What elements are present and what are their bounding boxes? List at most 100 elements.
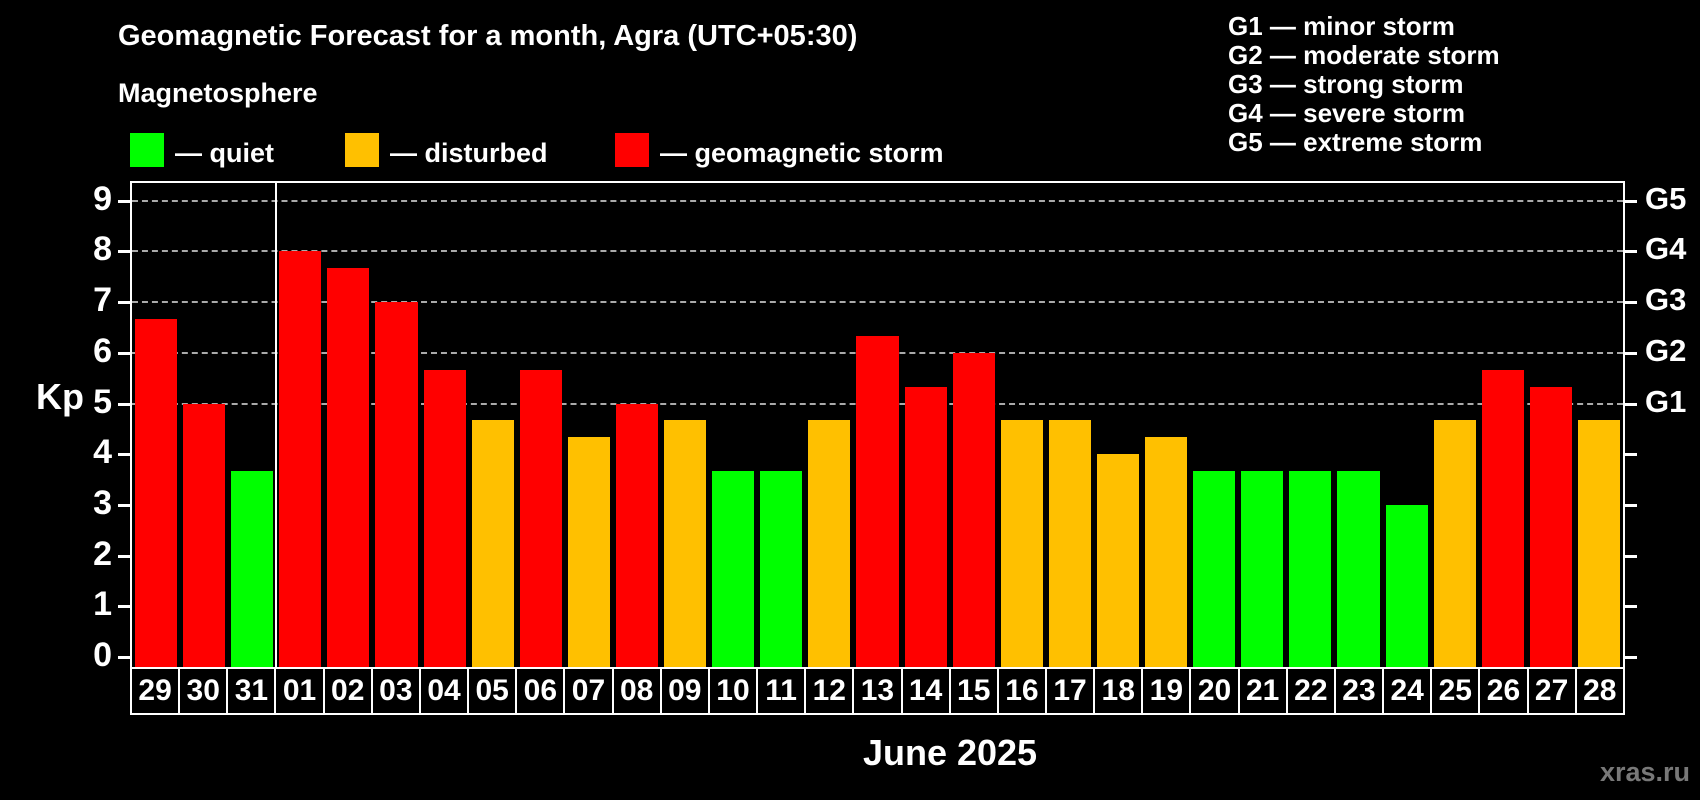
y-axis-right-tick-9 (1625, 199, 1637, 203)
kp-bar-13 (856, 336, 899, 667)
y-axis-left-tick-7 (118, 301, 130, 305)
y-axis-left-label-3: 3 (93, 483, 112, 522)
gridline-kp9 (132, 199, 1623, 202)
date-label-15: 15 (950, 669, 999, 713)
date-label-04: 04 (420, 669, 470, 713)
kp-bar-22 (1289, 470, 1332, 667)
y-axis-left-label-7: 7 (93, 281, 112, 320)
storm-scale-g4: G4 — severe storm (1228, 98, 1466, 128)
kp-bar-18 (1096, 454, 1140, 667)
date-label-27: 27 (1528, 669, 1577, 713)
date-label-09: 09 (661, 669, 710, 713)
date-label-01: 01 (276, 669, 325, 713)
y-axis-left-tick-4 (118, 453, 130, 457)
date-label-03: 03 (372, 669, 421, 713)
y-axis-right-tick-0 (1625, 656, 1637, 659)
watermark-xras: xras.ru (1599, 757, 1690, 787)
page-title: Geomagnetic Forecast for a month, Agra (… (118, 20, 858, 52)
y-axis-right-tick-3 (1625, 503, 1637, 507)
kp-bar-31 (231, 470, 274, 667)
y-axis-right-tick-7 (1625, 301, 1637, 305)
y-axis-title-kp: Kp (36, 376, 84, 417)
date-label-10: 10 (709, 669, 759, 713)
y-axis-left-tick-0 (118, 656, 130, 659)
kp-bar-16 (1000, 420, 1043, 667)
date-label-11: 11 (758, 669, 807, 713)
kp-bar-01 (279, 251, 322, 667)
gridline-kp7 (132, 301, 1623, 304)
date-label-02: 02 (324, 669, 373, 713)
date-label-13: 13 (854, 669, 903, 713)
y-axis-right-label-g4: G4 (1645, 231, 1687, 267)
date-label-22: 22 (1287, 669, 1336, 713)
kp-bar-08 (615, 403, 659, 667)
kp-bar-15 (952, 352, 995, 667)
kp-bar-17 (1048, 420, 1091, 667)
kp-bar-06 (519, 369, 562, 667)
plot-area (130, 181, 1625, 669)
legend-swatch-disturbed (345, 133, 379, 167)
y-axis-left-tick-2 (118, 554, 130, 558)
storm-scale-g2: G2 — moderate storm (1228, 40, 1500, 70)
date-label-16: 16 (998, 669, 1047, 713)
date-label-14: 14 (902, 669, 951, 713)
kp-bar-11 (760, 470, 803, 667)
y-axis-left-tick-5 (118, 402, 130, 406)
storm-scale-g1: G1 — minor storm (1228, 11, 1455, 41)
y-axis-right-label-g5: G5 (1645, 180, 1687, 216)
date-label-31: 31 (228, 669, 277, 713)
legend-label-disturbed: — disturbed (390, 138, 548, 168)
y-axis-left-tick-8 (118, 250, 130, 254)
kp-bar-20 (1193, 470, 1236, 667)
y-axis-right-label-g1: G1 (1645, 383, 1687, 419)
kp-bar-09 (664, 420, 707, 667)
y-axis-left-tick-9 (118, 199, 130, 203)
kp-bar-26 (1481, 369, 1524, 667)
y-axis-right-tick-5 (1625, 402, 1637, 406)
y-axis-right-tick-4 (1625, 453, 1637, 457)
month-separator (275, 183, 278, 667)
y-axis-right-tick-2 (1625, 554, 1637, 558)
kp-bar-05 (471, 420, 514, 667)
kp-bar-19 (1145, 437, 1188, 667)
y-axis-left-tick-1 (118, 605, 130, 609)
gridline-kp8 (132, 250, 1623, 253)
y-axis-left-label-8: 8 (93, 230, 112, 269)
y-axis-left-tick-6 (118, 351, 130, 355)
legend-swatch-storm (615, 133, 649, 167)
y-axis-left-tick-3 (118, 503, 130, 507)
y-axis-left-label-0: 0 (93, 636, 112, 674)
kp-bar-23 (1337, 470, 1380, 667)
y-axis-left-label-9: 9 (93, 179, 112, 218)
storm-scale-g5: G5 — extreme storm (1228, 127, 1483, 157)
x-axis-month-label: June 2025 (862, 732, 1038, 773)
legend-label-quiet: — quiet (175, 138, 274, 168)
kp-bar-30 (183, 403, 226, 667)
y-axis-right-tick-8 (1625, 250, 1637, 254)
kp-bar-07 (567, 437, 610, 667)
date-label-21: 21 (1239, 669, 1288, 713)
date-label-08: 08 (613, 669, 662, 713)
kp-bar-04 (423, 369, 466, 667)
storm-scale-g3: G3 — strong storm (1228, 69, 1464, 99)
date-label-05: 05 (469, 669, 518, 713)
subtitle-magnetosphere: Magnetosphere (118, 78, 318, 108)
date-label-12: 12 (806, 669, 855, 713)
y-axis-left-label-4: 4 (93, 433, 112, 472)
y-axis-right-label-g2: G2 (1645, 332, 1687, 368)
kp-bar-02 (327, 268, 370, 667)
kp-bar-24 (1385, 504, 1428, 667)
y-axis-right-label-g3: G3 (1645, 282, 1687, 318)
date-label-29: 29 (132, 669, 181, 713)
date-label-17: 17 (1046, 669, 1096, 713)
y-axis-left-label-1: 1 (93, 585, 112, 624)
date-label-30: 30 (180, 669, 229, 713)
date-label-18: 18 (1095, 669, 1144, 713)
date-label-06: 06 (517, 669, 566, 713)
y-axis-right-tick-6 (1625, 351, 1637, 355)
date-label-20: 20 (1191, 669, 1240, 713)
kp-bar-12 (808, 420, 851, 667)
kp-bar-21 (1241, 470, 1284, 667)
date-label-23: 23 (1335, 669, 1385, 713)
